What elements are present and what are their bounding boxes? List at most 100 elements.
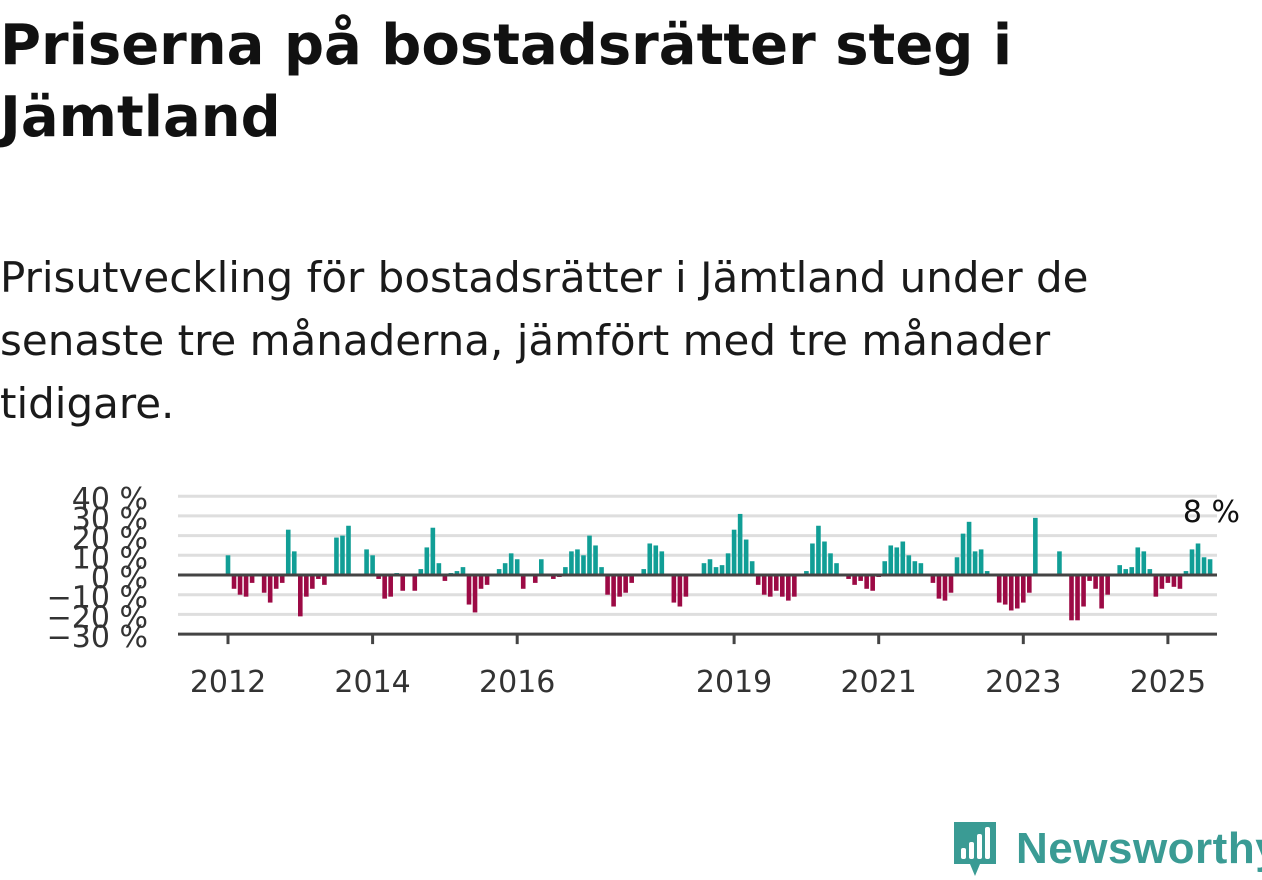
bar [388, 575, 393, 597]
brand-name: Newsworthy [1016, 824, 1262, 873]
bar [267, 575, 273, 603]
bar [1183, 571, 1189, 575]
bar [1147, 569, 1153, 575]
bar [508, 553, 514, 575]
bar [761, 575, 767, 595]
bar [671, 575, 677, 603]
bar [1117, 565, 1122, 575]
bar [575, 549, 580, 575]
bar [1135, 547, 1141, 575]
bar [978, 549, 984, 575]
bar [310, 575, 315, 589]
bar [948, 575, 954, 593]
y-tick-label: 40 % [72, 482, 148, 517]
bar [1189, 549, 1195, 575]
bar [1002, 575, 1008, 605]
bar [810, 543, 815, 575]
bar [1008, 575, 1014, 611]
bar [936, 575, 942, 599]
bar [725, 553, 731, 575]
bar [984, 571, 990, 575]
y-tick-labels: −30 %−20 %−10 %0 %10 %20 %30 %40 % [47, 482, 148, 655]
bar [894, 547, 900, 575]
bar [466, 575, 472, 605]
bar [780, 575, 785, 597]
bar [912, 561, 918, 575]
y-tick-label: −10 % [47, 581, 148, 616]
bar [828, 553, 833, 575]
bar [719, 565, 725, 575]
bar [900, 541, 906, 575]
bar [587, 535, 592, 575]
bar [599, 567, 604, 575]
bar [1033, 517, 1038, 575]
bar [773, 575, 779, 591]
bar [569, 551, 574, 575]
x-ticks: 2012 2014 2016 2019 2021 2023 2025 [190, 634, 1206, 700]
bar [1027, 575, 1032, 593]
bar [261, 575, 267, 593]
bars [225, 513, 1213, 621]
bar [593, 545, 598, 575]
bar [478, 575, 484, 589]
bar [539, 559, 544, 575]
bar [484, 575, 490, 585]
bar [370, 555, 375, 575]
bar [279, 575, 285, 583]
bar [786, 575, 791, 601]
bar [743, 539, 749, 575]
bar [430, 527, 436, 575]
bar [611, 575, 616, 607]
bar [966, 521, 972, 575]
bar [659, 551, 665, 575]
bar [1153, 575, 1159, 597]
bar [424, 547, 430, 575]
bar [804, 571, 809, 575]
bar [316, 575, 321, 579]
bar [502, 563, 508, 575]
bar [858, 575, 863, 581]
x-tick-label: 2023 [985, 665, 1061, 700]
bar [1177, 575, 1183, 589]
bar [322, 575, 327, 585]
bar [731, 529, 737, 575]
bar [1195, 543, 1201, 575]
bar [1057, 551, 1062, 575]
bar [581, 555, 586, 575]
bar [623, 575, 628, 593]
bar [755, 575, 761, 585]
bar [677, 575, 683, 607]
y-tick-label: 20 % [72, 522, 148, 557]
bar [767, 575, 773, 597]
bar [954, 557, 960, 575]
bar [942, 575, 948, 601]
x-tick-label: 2025 [1130, 665, 1206, 700]
bar [822, 541, 827, 575]
bar [454, 571, 460, 575]
bar [996, 575, 1002, 603]
bar [1207, 559, 1213, 575]
bar [237, 575, 243, 595]
bar [888, 545, 894, 575]
bar [870, 575, 875, 591]
bar [960, 533, 966, 575]
bar [412, 575, 418, 591]
bar [520, 575, 526, 589]
bar [641, 569, 647, 575]
y-tick-label: 0 % [91, 561, 148, 596]
bar [563, 567, 568, 575]
bar [1159, 575, 1165, 589]
bar [1141, 551, 1147, 575]
newsworthy-logo-icon [954, 822, 996, 876]
bar [834, 563, 839, 575]
x-tick-label: 2016 [479, 665, 555, 700]
bar [701, 563, 707, 575]
bar [304, 575, 309, 597]
bar [1165, 575, 1171, 583]
bar [472, 575, 478, 613]
x-tick-label: 2012 [190, 665, 266, 700]
bar [243, 575, 249, 597]
page-title: Priserna på bostadsrätter steg i Jämtlan… [0, 13, 1013, 150]
bar [629, 575, 634, 583]
bar [846, 575, 851, 579]
